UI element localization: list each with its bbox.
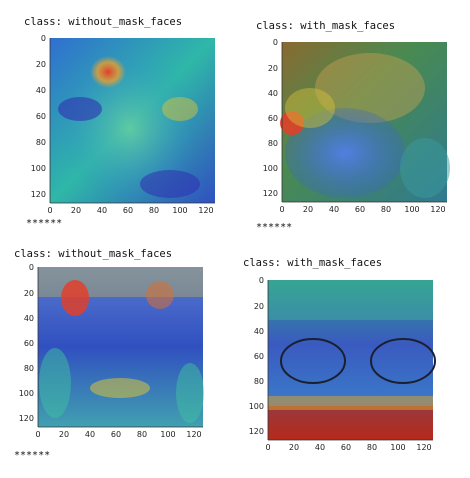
y-tick: 40 bbox=[24, 314, 34, 323]
class-label: class: with_mask_faces bbox=[243, 257, 383, 269]
y-tick: 0 bbox=[273, 38, 278, 47]
y-tick: 60 bbox=[254, 352, 264, 361]
x-axis: 0 20 40 60 80 100 120 bbox=[265, 439, 433, 452]
y-tick: 80 bbox=[254, 377, 264, 386]
y-tick: 80 bbox=[36, 138, 46, 147]
x-tick: 100 bbox=[160, 430, 175, 439]
heatmap-plot: 0 20 40 60 80 100 120 0 20 40 60 80 100 … bbox=[19, 263, 204, 439]
y-tick: 80 bbox=[24, 364, 34, 373]
x-tick: 20 bbox=[303, 205, 313, 214]
x-tick: 80 bbox=[137, 430, 147, 439]
y-tick: 0 bbox=[29, 263, 34, 272]
x-tick: 0 bbox=[265, 443, 270, 452]
y-tick: 60 bbox=[268, 114, 278, 123]
y-tick: 40 bbox=[268, 89, 278, 98]
y-tick: 100 bbox=[19, 389, 34, 398]
x-tick: 60 bbox=[355, 205, 365, 214]
x-axis: 0 20 40 60 80 100 120 bbox=[47, 202, 215, 215]
y-tick: 60 bbox=[36, 112, 46, 121]
y-tick: 20 bbox=[268, 64, 278, 73]
x-axis: 0 20 40 60 80 100 120 bbox=[35, 426, 203, 439]
x-tick: 20 bbox=[71, 206, 81, 215]
x-tick: 100 bbox=[404, 205, 419, 214]
heatmap-plot: 0 20 40 60 80 100 120 0 20 40 60 80 100 … bbox=[31, 34, 215, 215]
y-tick: 120 bbox=[31, 190, 46, 199]
x-tick: 60 bbox=[341, 443, 351, 452]
x-tick: 80 bbox=[381, 205, 391, 214]
y-tick: 120 bbox=[249, 427, 264, 436]
y-tick: 40 bbox=[36, 86, 46, 95]
x-tick: 100 bbox=[390, 443, 405, 452]
x-tick: 20 bbox=[59, 430, 69, 439]
y-tick: 40 bbox=[254, 327, 264, 336]
class-label: class: with_mask_faces bbox=[256, 20, 396, 32]
x-tick: 40 bbox=[97, 206, 107, 215]
x-tick: 120 bbox=[186, 430, 201, 439]
y-axis: 0 20 40 60 80 100 120 bbox=[19, 263, 39, 427]
x-tick: 40 bbox=[85, 430, 95, 439]
y-tick: 120 bbox=[19, 414, 34, 423]
y-tick: 20 bbox=[254, 302, 264, 311]
y-tick: 20 bbox=[36, 60, 46, 69]
class-label: class: without_mask_faces bbox=[14, 248, 173, 260]
separator-stars: ****** bbox=[256, 222, 293, 233]
separator-stars: ****** bbox=[26, 218, 63, 229]
y-axis: 0 20 40 60 80 100 120 bbox=[31, 34, 51, 203]
y-tick: 100 bbox=[31, 164, 46, 173]
x-tick: 120 bbox=[416, 443, 431, 452]
y-tick: 120 bbox=[263, 189, 278, 198]
y-tick: 0 bbox=[259, 276, 264, 285]
class-label: class: without_mask_faces bbox=[24, 16, 183, 28]
x-tick: 80 bbox=[149, 206, 159, 215]
y-tick: 100 bbox=[263, 164, 278, 173]
y-axis: 0 20 40 60 80 100 120 bbox=[263, 38, 283, 202]
x-tick: 20 bbox=[289, 443, 299, 452]
x-tick: 100 bbox=[172, 206, 187, 215]
x-tick: 0 bbox=[279, 205, 284, 214]
x-tick: 60 bbox=[111, 430, 121, 439]
x-tick: 120 bbox=[430, 205, 445, 214]
x-tick: 120 bbox=[198, 206, 213, 215]
x-tick: 0 bbox=[47, 206, 52, 215]
x-tick: 0 bbox=[35, 430, 40, 439]
y-tick: 80 bbox=[268, 139, 278, 148]
y-axis: 0 20 40 60 80 100 120 bbox=[249, 276, 269, 440]
separator-stars: ****** bbox=[14, 450, 51, 461]
x-axis: 0 20 40 60 80 100 120 bbox=[279, 201, 447, 214]
x-tick: 40 bbox=[315, 443, 325, 452]
y-tick: 20 bbox=[24, 289, 34, 298]
y-tick: 100 bbox=[249, 402, 264, 411]
x-tick: 60 bbox=[123, 206, 133, 215]
x-tick: 80 bbox=[367, 443, 377, 452]
x-tick: 40 bbox=[329, 205, 339, 214]
y-tick: 0 bbox=[41, 34, 46, 43]
heatmap-plot: 0 20 40 60 80 100 120 0 20 40 60 80 100 … bbox=[263, 38, 450, 214]
y-tick: 60 bbox=[24, 339, 34, 348]
heatmap-plot: 0 20 40 60 80 100 120 0 20 40 60 80 100 … bbox=[249, 276, 436, 452]
